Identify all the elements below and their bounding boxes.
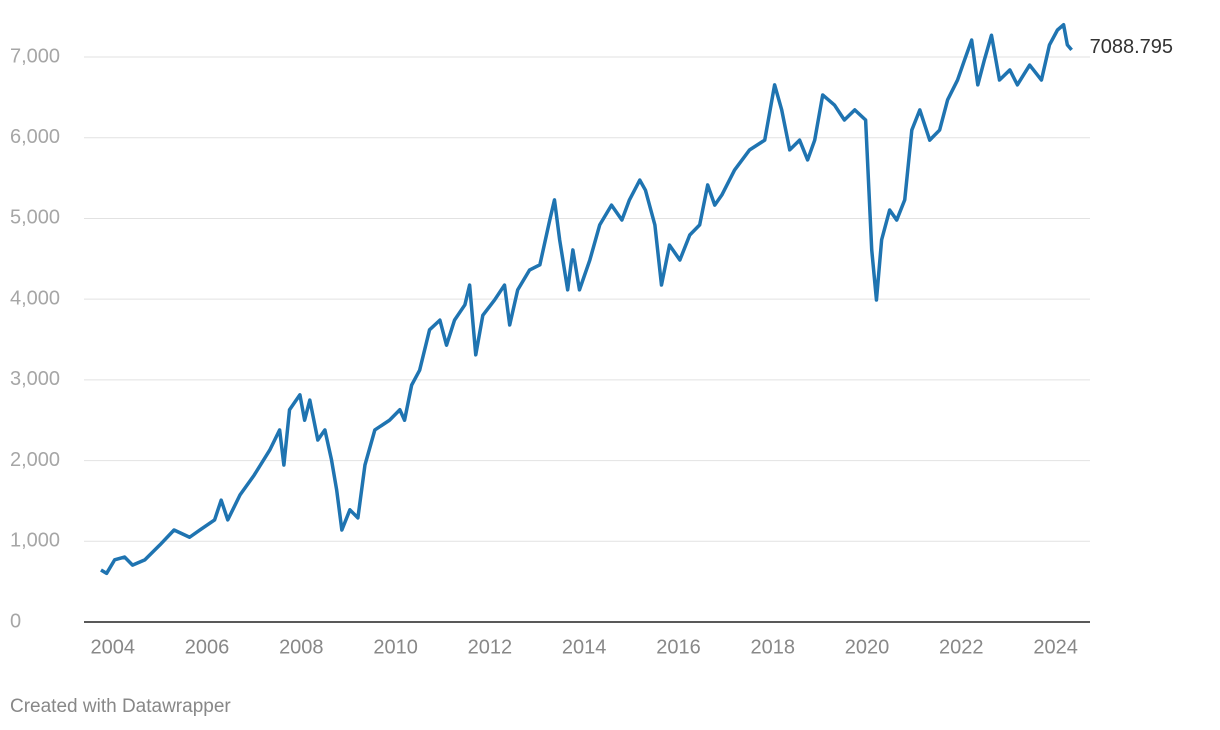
x-tick-label: 2004	[91, 636, 136, 658]
x-tick-label: 2012	[468, 636, 513, 658]
x-tick-label: 2016	[656, 636, 701, 658]
x-tick-label: 2010	[373, 636, 418, 658]
y-tick-label: 5,000	[10, 207, 60, 229]
x-tick-label: 2006	[185, 636, 230, 658]
y-tick-label: 3,000	[10, 368, 60, 390]
x-tick-label: 2024	[1033, 636, 1078, 658]
y-tick-label: 4,000	[10, 287, 60, 309]
y-tick-label: 0	[10, 610, 21, 632]
x-tick-label: 2008	[279, 636, 324, 658]
y-tick-label: 1,000	[10, 530, 60, 552]
y-tick-label: 6,000	[10, 126, 60, 148]
x-tick-label: 2014	[562, 636, 607, 658]
line	[100, 23, 1073, 576]
x-tick-label: 2018	[750, 636, 795, 658]
x-tick-label: 2020	[845, 636, 890, 658]
end-label: 7088.795	[1090, 36, 1173, 58]
credit: Created with Datawrapper	[10, 696, 231, 717]
y-tick-label: 2,000	[10, 449, 60, 471]
x-tick-label: 2022	[939, 636, 984, 658]
y-tick-label: 7,000	[10, 45, 60, 67]
